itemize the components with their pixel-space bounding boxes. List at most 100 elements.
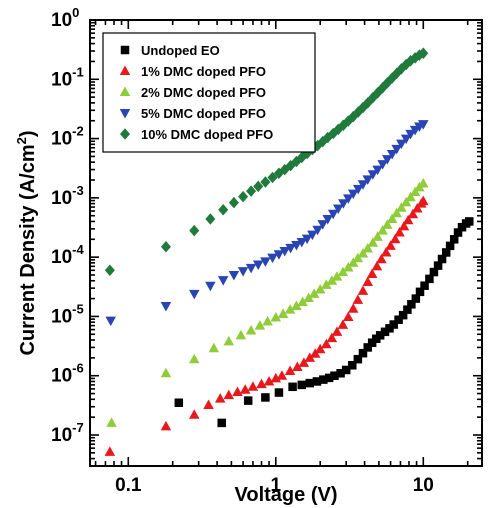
data-point — [394, 315, 403, 324]
data-point — [104, 446, 116, 456]
data-point — [396, 202, 407, 212]
data-point — [263, 375, 275, 386]
y-tick-label: 10-6 — [51, 361, 84, 387]
data-point — [437, 254, 447, 264]
y-tick-label-base: 10 — [51, 129, 72, 150]
data-point — [380, 246, 392, 257]
y-axis-title-sup: 2 — [14, 137, 29, 144]
data-point — [363, 343, 372, 352]
data-point — [396, 139, 407, 150]
y-tick-label-exp: 0 — [72, 5, 79, 20]
series-5 — [104, 47, 429, 277]
legend-label: 2% DMC doped PFO — [141, 85, 266, 100]
data-point — [314, 283, 326, 294]
data-point — [385, 240, 396, 250]
data-point — [105, 316, 116, 327]
data-point — [189, 409, 200, 419]
data-point — [380, 327, 390, 337]
y-tick-label-exp: -5 — [72, 301, 84, 316]
data-point — [371, 260, 383, 271]
data-point — [425, 274, 434, 284]
data-point — [243, 396, 253, 405]
data-point — [274, 388, 284, 397]
data-point — [189, 224, 200, 237]
data-point — [247, 381, 259, 391]
data-point — [235, 329, 247, 340]
data-point — [400, 196, 412, 207]
data-point — [405, 129, 416, 140]
data-point — [305, 378, 315, 388]
data-point — [160, 420, 172, 431]
data-point — [260, 257, 271, 267]
x-tick-label: 0.1 — [115, 475, 142, 496]
y-axis-title-main: Current Density (A/cm — [17, 144, 39, 355]
data-point — [418, 177, 429, 188]
data-point — [288, 382, 297, 392]
data-point — [245, 324, 257, 335]
legend-items: Undoped EO 1% DMC doped PFO 2% DMC doped P… — [119, 43, 273, 142]
data-point — [285, 243, 296, 254]
data-point — [449, 235, 459, 244]
data-points — [104, 47, 474, 456]
legend: Undoped EO 1% DMC doped PFO 2% DMC doped P… — [102, 32, 316, 153]
y-tick-label-base: 10 — [51, 306, 72, 327]
y-tick-label-base: 10 — [51, 188, 72, 209]
data-point — [343, 311, 354, 321]
y-tick-label-base: 10 — [51, 366, 72, 387]
data-point — [104, 264, 115, 277]
data-point — [377, 160, 388, 170]
data-point — [256, 378, 267, 389]
data-point — [343, 115, 354, 127]
data-point — [407, 300, 416, 309]
data-point — [303, 292, 314, 302]
data-point — [445, 241, 455, 251]
y-tick-label-base: 10 — [51, 10, 72, 31]
x-axis-title: Voltage (V) — [235, 484, 338, 506]
data-point — [120, 128, 130, 140]
data-point — [238, 190, 249, 203]
data-point — [277, 308, 289, 318]
data-point — [357, 285, 369, 295]
data-point — [331, 271, 343, 281]
data-point — [441, 248, 451, 257]
data-point — [208, 342, 220, 353]
data-point — [420, 281, 429, 290]
data-point — [297, 380, 307, 390]
data-point — [418, 120, 429, 130]
data-point — [362, 242, 373, 253]
data-point — [260, 176, 271, 188]
data-point — [391, 144, 402, 155]
data-point — [276, 370, 288, 380]
data-point — [228, 270, 240, 281]
data-point — [358, 348, 368, 358]
data-point — [337, 266, 349, 277]
data-point — [106, 417, 117, 427]
data-point — [326, 275, 338, 285]
data-point — [321, 279, 332, 289]
data-point — [332, 204, 344, 215]
data-point — [284, 365, 296, 376]
data-point — [291, 300, 302, 310]
data-point — [362, 276, 373, 287]
data-point — [347, 189, 359, 200]
data-point — [298, 357, 310, 367]
data-point — [386, 213, 398, 223]
data-point — [336, 369, 345, 378]
data-point — [297, 296, 308, 307]
data-point — [429, 267, 439, 277]
data-point — [372, 165, 383, 176]
data-point — [341, 365, 351, 375]
data-point — [317, 220, 328, 230]
data-point — [338, 199, 349, 209]
data-point — [189, 289, 200, 300]
legend-label: 5% DMC doped PFO — [141, 106, 266, 121]
data-point — [296, 238, 308, 248]
data-point — [327, 209, 339, 220]
y-tick-label-exp: -3 — [72, 183, 84, 198]
data-point — [398, 310, 408, 320]
data-point — [352, 184, 364, 195]
data-point — [391, 207, 402, 218]
data-point — [465, 217, 474, 226]
y-tick-label: 10-7 — [51, 420, 84, 446]
data-point — [261, 393, 270, 402]
